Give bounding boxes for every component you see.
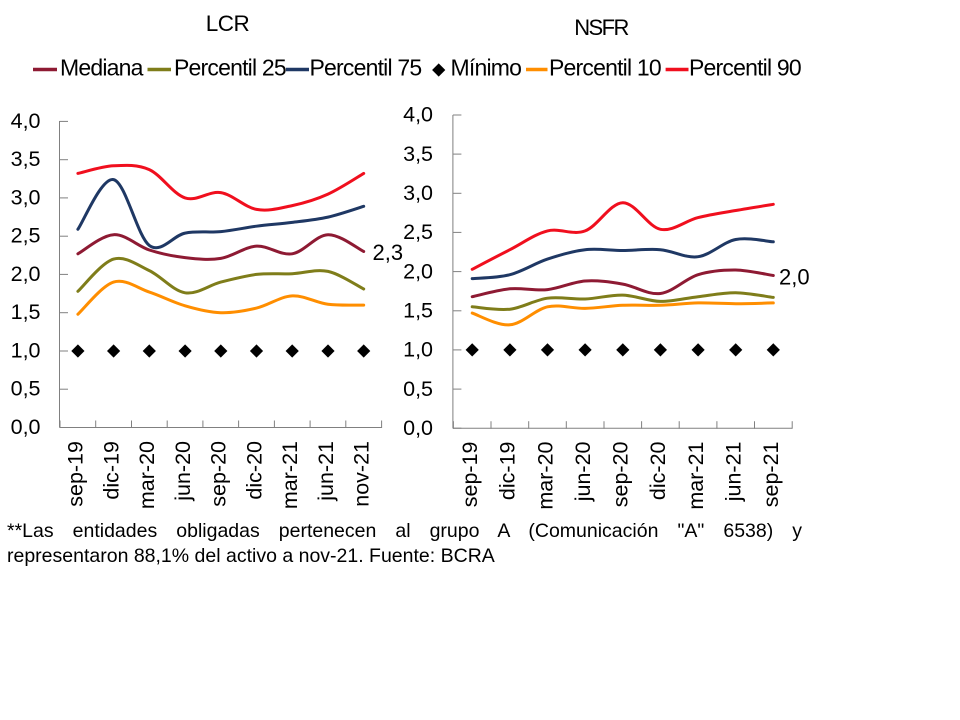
svg-text:1,5: 1,5 <box>11 300 41 324</box>
svg-text:Percentil 25: Percentil 25 <box>174 54 286 80</box>
svg-text:Percentil 90: Percentil 90 <box>689 54 801 80</box>
svg-text:mar-20: mar-20 <box>533 441 557 509</box>
svg-text:jun-21: jun-21 <box>314 441 338 502</box>
svg-text:3,5: 3,5 <box>11 147 41 171</box>
svg-text:jun-20: jun-20 <box>571 441 595 502</box>
svg-text:2,3: 2,3 <box>373 240 404 265</box>
svg-text:3,5: 3,5 <box>403 142 433 166</box>
svg-text:0,0: 0,0 <box>11 415 41 439</box>
svg-text:mar-21: mar-21 <box>278 441 302 509</box>
svg-text:3,0: 3,0 <box>403 181 433 205</box>
svg-text:3,0: 3,0 <box>11 185 41 209</box>
svg-text:jun-20: jun-20 <box>171 441 195 502</box>
svg-text:jun-21: jun-21 <box>722 442 746 503</box>
svg-text:2,5: 2,5 <box>11 224 41 248</box>
svg-text:dic-19: dic-19 <box>496 442 520 501</box>
svg-text:mar-21: mar-21 <box>684 442 708 510</box>
svg-text:0,0: 0,0 <box>403 416 433 440</box>
svg-text:4,0: 4,0 <box>403 103 433 127</box>
svg-text:sep-20: sep-20 <box>609 441 633 507</box>
svg-text:2,0: 2,0 <box>779 265 810 290</box>
svg-text:sep-19: sep-19 <box>64 441 88 507</box>
svg-text:2,0: 2,0 <box>403 259 433 283</box>
svg-text:1,5: 1,5 <box>403 298 433 322</box>
svg-text:4,0: 4,0 <box>11 109 41 133</box>
svg-text:2,5: 2,5 <box>403 220 433 244</box>
svg-text:NSFR: NSFR <box>574 15 628 40</box>
svg-text:sep-20: sep-20 <box>207 441 231 507</box>
svg-text:1,0: 1,0 <box>403 338 433 362</box>
svg-text:0,5: 0,5 <box>403 377 433 401</box>
svg-text:Percentil 75: Percentil 75 <box>310 54 422 80</box>
svg-text:nov-21: nov-21 <box>350 441 374 507</box>
svg-text:dic-20: dic-20 <box>242 441 266 500</box>
svg-text:2,0: 2,0 <box>11 262 41 286</box>
svg-text:Mínimo: Mínimo <box>451 54 522 80</box>
svg-text:Mediana: Mediana <box>60 54 144 80</box>
svg-text:mar-20: mar-20 <box>135 441 159 509</box>
svg-text:sep-21: sep-21 <box>759 442 783 508</box>
svg-text:sep-19: sep-19 <box>458 442 482 508</box>
svg-text:Percentil 10: Percentil 10 <box>549 54 661 80</box>
svg-text:0,5: 0,5 <box>11 377 41 401</box>
svg-text:LCR: LCR <box>206 11 250 36</box>
svg-text:dic-19: dic-19 <box>99 441 123 500</box>
svg-text:dic-20: dic-20 <box>646 441 670 500</box>
svg-text:1,0: 1,0 <box>11 338 41 362</box>
